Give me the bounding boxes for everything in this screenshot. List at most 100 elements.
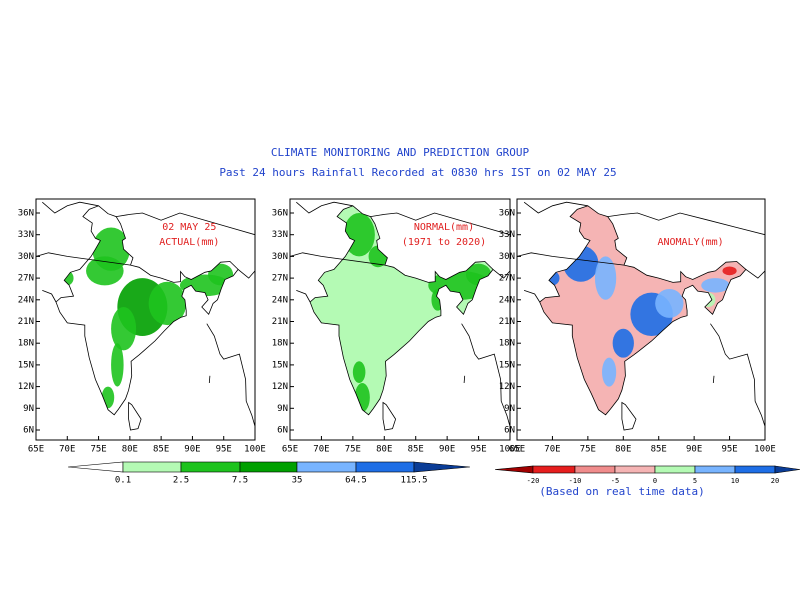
lat-label: 6N xyxy=(277,426,288,436)
lat-label: 12N xyxy=(272,382,288,392)
border xyxy=(517,252,625,266)
border xyxy=(290,252,385,266)
border xyxy=(370,212,510,236)
panel-label: 02 MAY 25 xyxy=(162,222,216,233)
border xyxy=(42,201,99,214)
rain-area xyxy=(722,266,737,276)
lon-label: 65E xyxy=(282,445,298,455)
colorbar: -20 -10 -5 0 5 10 20 xyxy=(494,465,800,485)
colorbar-end xyxy=(774,465,800,474)
lat-label: 24N xyxy=(272,295,288,305)
panel-label: (1971 to 2020) xyxy=(402,237,486,248)
map-panel: 6N 9N 12N 15N 18N 21N 24N 27N 30N 33N 36N 65E 70E 75E… xyxy=(272,198,521,455)
lat-label: 9N xyxy=(277,404,288,414)
lon-label: 75E xyxy=(90,445,106,455)
lon-label: 70E xyxy=(313,445,329,455)
border xyxy=(36,252,131,266)
lon-label: 100E xyxy=(244,445,266,455)
frame xyxy=(35,198,256,441)
lat-label: 24N xyxy=(499,295,515,305)
lat-label: 6N xyxy=(504,426,515,436)
colorbar-label: 115.5 xyxy=(400,476,427,486)
lon-label: 100E xyxy=(499,445,521,455)
lat-label: 24N xyxy=(18,295,34,305)
rain-area xyxy=(612,328,634,358)
india-border xyxy=(309,205,494,416)
rain-area xyxy=(86,256,124,286)
lon-label: 85E xyxy=(408,445,424,455)
colorbar-label: 2.5 xyxy=(173,476,189,486)
colorbar-label: 64.5 xyxy=(345,476,367,486)
colorbar-cell xyxy=(734,465,776,474)
colorbar-cell xyxy=(355,461,415,473)
lon-label: 75E xyxy=(345,445,361,455)
lon-label: 80E xyxy=(376,445,392,455)
lon-label: 85E xyxy=(651,445,667,455)
lat-label: 9N xyxy=(23,404,34,414)
colorbar-cell xyxy=(239,461,298,473)
colorbar-end xyxy=(67,461,124,473)
border xyxy=(42,290,57,303)
lon-label: 100E xyxy=(754,445,776,455)
sri-lanka xyxy=(128,401,142,431)
rain-area xyxy=(563,245,599,282)
rain-area xyxy=(208,263,234,286)
border xyxy=(712,375,715,384)
lat-label: 9N xyxy=(504,404,515,414)
lat-label: 18N xyxy=(272,339,288,349)
lat-label: 36N xyxy=(272,209,288,219)
lat-label: 30N xyxy=(272,252,288,262)
map-panel: 6N 9N 12N 15N 18N 21N 24N 27N 30N 33N 36N 65E 70E 75E… xyxy=(18,198,266,455)
colorbar-cell xyxy=(614,465,656,474)
lat-label: 18N xyxy=(18,339,34,349)
colorbar-cell xyxy=(532,465,576,474)
lon-label: 70E xyxy=(544,445,560,455)
lat-label: 36N xyxy=(18,209,34,219)
colorbar-end xyxy=(494,465,534,474)
frame xyxy=(289,198,511,441)
border xyxy=(463,375,466,384)
colorbar-cell xyxy=(180,461,241,473)
lat-label: 30N xyxy=(18,252,34,262)
lat-label: 27N xyxy=(499,274,515,284)
rain-area xyxy=(148,281,187,326)
lat-label: 12N xyxy=(18,382,34,392)
border xyxy=(206,323,255,427)
lat-label: 27N xyxy=(272,274,288,284)
lat-label: 15N xyxy=(272,360,288,370)
colorbar-label: 0.1 xyxy=(115,476,131,486)
border xyxy=(710,323,765,427)
rain-area xyxy=(602,357,617,387)
lat-label: 12N xyxy=(499,382,515,392)
map-content xyxy=(36,201,255,431)
border xyxy=(116,212,255,236)
colorbar-cell xyxy=(296,461,357,473)
colorbar-label: 0 xyxy=(653,477,657,485)
colorbar-label: -20 xyxy=(527,477,540,485)
lat-label: 18N xyxy=(499,339,515,349)
lon-label: 65E xyxy=(28,445,44,455)
lat-label: 15N xyxy=(499,360,515,370)
panel-label: NORMAL(mm) xyxy=(414,222,474,233)
sri-lanka xyxy=(382,401,397,431)
lat-label: 6N xyxy=(23,426,34,436)
colorbar-cell xyxy=(574,465,616,474)
colorbar-label: -5 xyxy=(611,477,619,485)
anomaly-note: (Based on real time data) xyxy=(539,485,705,498)
rain-areas xyxy=(545,245,737,387)
lat-label: 27N xyxy=(18,274,34,284)
india xyxy=(310,205,493,415)
lon-label: 95E xyxy=(470,445,486,455)
india-border xyxy=(539,205,747,416)
lon-label: 95E xyxy=(721,445,737,455)
rain-area xyxy=(352,361,366,383)
lon-label: 90E xyxy=(439,445,455,455)
border xyxy=(492,269,510,279)
lat-label: 21N xyxy=(499,317,515,327)
lat-label: 15N xyxy=(18,360,34,370)
border xyxy=(296,290,311,303)
rain-area xyxy=(594,256,617,300)
colorbar-cell xyxy=(694,465,736,474)
colorbar-cell xyxy=(654,465,696,474)
